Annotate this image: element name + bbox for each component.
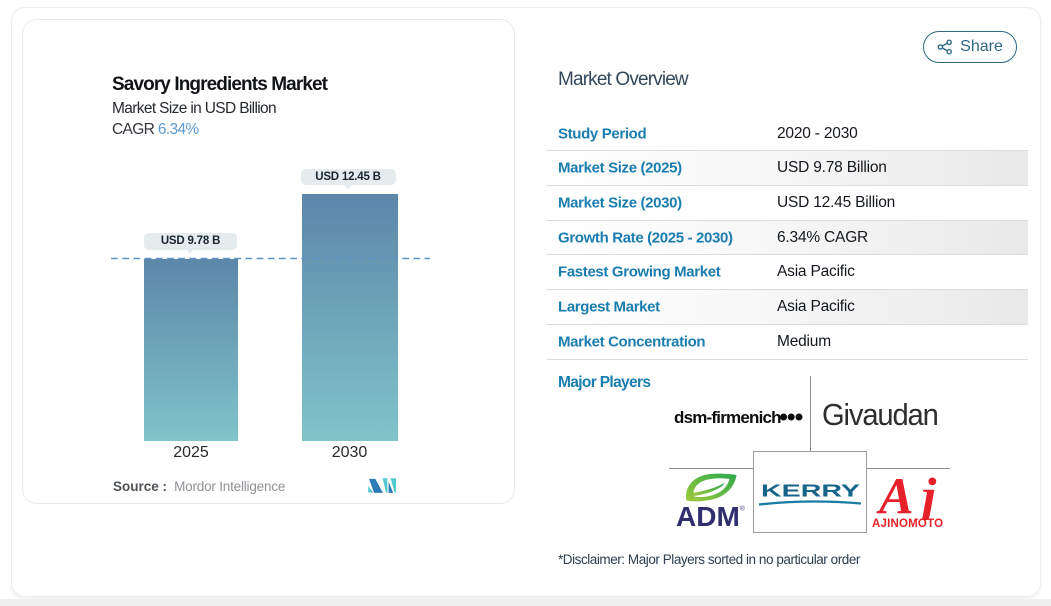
svg-text:ADM: ADM: [676, 501, 740, 530]
svg-text:KERRY: KERRY: [761, 481, 861, 501]
svg-text:®: ®: [740, 505, 745, 513]
svg-text:Aj: Aj: [876, 469, 944, 521]
